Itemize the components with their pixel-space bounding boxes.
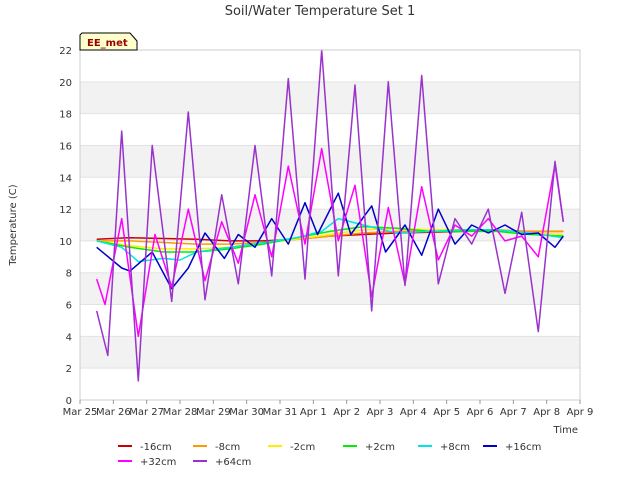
legend-label: -2cm bbox=[290, 442, 315, 453]
x-axis-label: Time bbox=[553, 425, 578, 436]
x-tick-label: Apr 6 bbox=[467, 407, 494, 418]
y-tick-label: 2 bbox=[66, 364, 72, 375]
x-tick-label: Apr 9 bbox=[567, 407, 594, 418]
legend-label: +64cm bbox=[215, 457, 251, 468]
x-tick-label: Mar 27 bbox=[129, 407, 164, 418]
plot-frame bbox=[79, 49, 581, 401]
x-tick-label: Mar 25 bbox=[63, 407, 98, 418]
x-tick-label: Mar 28 bbox=[163, 407, 198, 418]
band bbox=[80, 336, 580, 369]
x-tick-label: Apr 5 bbox=[433, 407, 460, 418]
x-tick-label: Mar 30 bbox=[229, 407, 264, 418]
chart-title: Soil/Water Temperature Set 1 bbox=[225, 4, 416, 19]
x-tick-label: Apr 2 bbox=[333, 407, 360, 418]
legend-label: +2cm bbox=[365, 442, 395, 453]
series-line-+8cm bbox=[96, 217, 564, 263]
y-tick-label: 12 bbox=[59, 205, 72, 216]
x-tick-label: Apr 3 bbox=[367, 407, 394, 418]
x-tick-label: Mar 26 bbox=[96, 407, 131, 418]
y-tick-label: 22 bbox=[59, 46, 72, 57]
annotation-box: EE_met bbox=[79, 32, 138, 51]
y-tick-labels: 0 2 4 6 8 10 12 14 16 18 20 22 bbox=[59, 46, 72, 407]
series-line-+64cm bbox=[95, 49, 565, 382]
y-tick-label: 10 bbox=[59, 237, 72, 248]
y-tick-label: 8 bbox=[66, 269, 72, 280]
x-tick-label: Apr 4 bbox=[400, 407, 427, 418]
y-tick-label: 20 bbox=[59, 78, 72, 89]
y-tick-label: 18 bbox=[59, 110, 72, 121]
plot-background-bands bbox=[80, 81, 580, 369]
x-tick-label: Mar 31 bbox=[263, 407, 298, 418]
legend-label: +16cm bbox=[505, 442, 541, 453]
y-tick-label: 16 bbox=[59, 141, 72, 152]
x-tick-label: Apr 7 bbox=[500, 407, 527, 418]
y-tick-label: 6 bbox=[66, 301, 72, 312]
x-tick-label: Mar 29 bbox=[196, 407, 231, 418]
y-axis-label: Temperature (C) bbox=[8, 184, 19, 266]
legend-label: +8cm bbox=[440, 442, 470, 453]
legend-label: -16cm bbox=[140, 442, 172, 453]
annotation-label: EE_met bbox=[87, 38, 128, 49]
y-tick-label: 4 bbox=[66, 332, 72, 343]
band bbox=[80, 272, 580, 305]
y-tick-label: 14 bbox=[59, 173, 72, 184]
series-lines bbox=[95, 49, 565, 382]
x-tick-label: Apr 8 bbox=[533, 407, 560, 418]
band bbox=[80, 81, 580, 114]
y-tick-label: 0 bbox=[66, 396, 72, 407]
legend-label: +32cm bbox=[140, 457, 176, 468]
series-line-+16cm bbox=[96, 192, 564, 290]
legend: -16cm -8cm -2cm +2cm +8cm +16cm +32cm +64cm bbox=[118, 442, 541, 468]
legend-label: -8cm bbox=[215, 442, 240, 453]
x-tick-label: Apr 1 bbox=[300, 407, 327, 418]
